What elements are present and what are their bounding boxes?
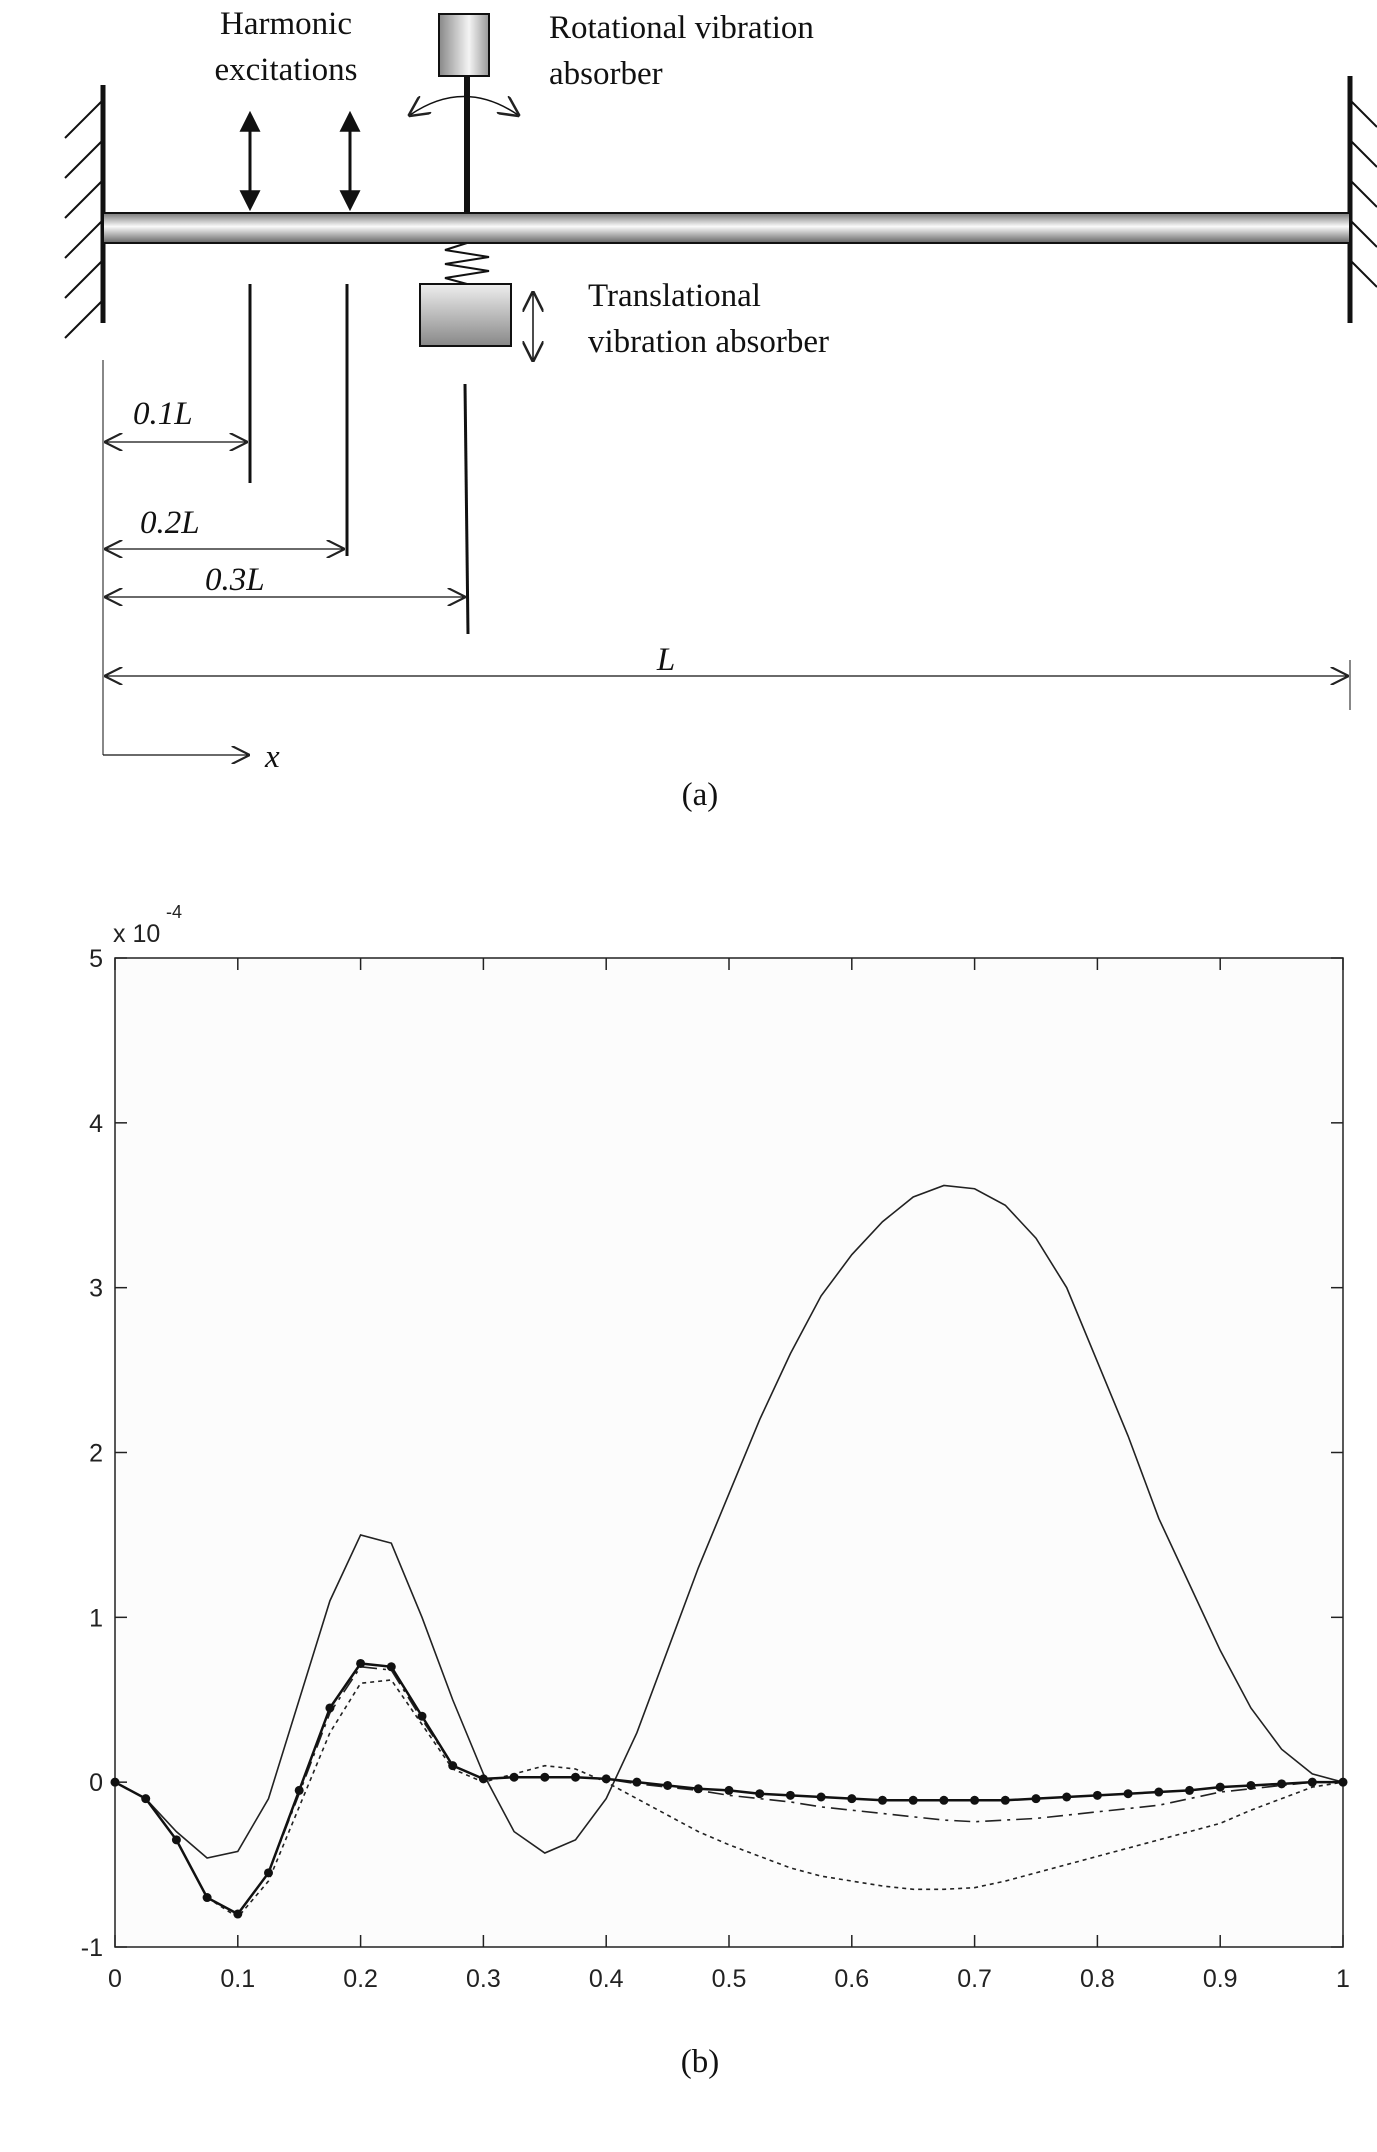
- caption: (a): [682, 777, 719, 813]
- series-marker: [233, 1909, 243, 1919]
- axis-label: x: [264, 739, 280, 775]
- rotational-mass: [438, 13, 490, 77]
- label: absorber: [549, 56, 663, 92]
- spring: [444, 242, 490, 285]
- series-marker: [970, 1795, 980, 1805]
- series-marker: [110, 1777, 120, 1787]
- beam: [102, 212, 1351, 244]
- right-hatch: [1349, 99, 1377, 288]
- left-hatch: [64, 99, 104, 339]
- series-marker: [417, 1711, 427, 1721]
- x-tick-label: 0.3: [466, 1965, 501, 1993]
- series-marker: [1338, 1777, 1348, 1787]
- series-marker: [478, 1774, 488, 1784]
- dimension-label: 0.1L: [133, 396, 193, 432]
- y-tick-label: -1: [81, 1934, 103, 1962]
- series-marker: [1031, 1794, 1041, 1804]
- series-marker: [509, 1772, 519, 1782]
- series-marker: [540, 1772, 550, 1782]
- series-marker: [325, 1703, 335, 1713]
- series-marker: [755, 1789, 765, 1799]
- caption: (b): [681, 2044, 719, 2080]
- x-tick-label: 0.6: [834, 1965, 869, 1993]
- series-marker: [663, 1780, 673, 1790]
- series-marker: [448, 1761, 458, 1771]
- x-tick-label: 1: [1336, 1965, 1350, 1993]
- dimension-label: 0.3L: [205, 562, 265, 598]
- series-line: [114, 1665, 1343, 1916]
- label: Translational: [588, 278, 761, 314]
- y-multiplier-exponent: -4: [166, 902, 182, 922]
- series-marker: [1185, 1785, 1194, 1795]
- label: Rotational vibration: [549, 10, 814, 46]
- y-tick-label: 3: [89, 1275, 103, 1303]
- dimension-label: 0.2L: [140, 505, 200, 541]
- y-tick-label: 1: [89, 1604, 103, 1632]
- y-tick-label: 5: [89, 945, 103, 973]
- series-marker: [356, 1658, 366, 1668]
- x-tick-label: 0.4: [589, 1965, 624, 1993]
- x-tick-label: 0.1: [220, 1965, 255, 1993]
- series-marker: [939, 1795, 949, 1805]
- series-marker: [202, 1893, 212, 1903]
- series-marker: [878, 1795, 887, 1805]
- label: vibration absorber: [588, 324, 829, 360]
- series-marker: [1246, 1780, 1256, 1790]
- x-tick-label: 0.5: [712, 1965, 747, 1993]
- series-marker: [1307, 1777, 1317, 1787]
- series-marker: [601, 1774, 611, 1784]
- diagram-labels: Harmonic excitations Rotational vibratio…: [133, 6, 829, 813]
- y-tick-label: 4: [89, 1110, 103, 1138]
- x-tick-label: 0.8: [1080, 1965, 1115, 1993]
- series-marker: [1123, 1789, 1133, 1799]
- x-tick-label: 0.2: [343, 1965, 378, 1993]
- series-marker: [171, 1835, 181, 1845]
- series-marker: [816, 1792, 826, 1802]
- series-line: [114, 1184, 1344, 1859]
- label: excitations: [215, 52, 358, 88]
- y-multiplier: x 10: [113, 920, 160, 948]
- series-marker: [264, 1868, 273, 1878]
- series-marker: [1062, 1792, 1072, 1802]
- series-marker: [141, 1794, 151, 1804]
- series-line: [114, 1679, 1344, 1919]
- plot-area: [114, 957, 1344, 1948]
- translational-mass: [419, 283, 512, 347]
- y-tick-label: 0: [89, 1769, 103, 1797]
- position-line: [463, 383, 470, 635]
- series-marker: [571, 1772, 580, 1782]
- series-marker: [1215, 1782, 1225, 1792]
- series-marker: [785, 1790, 795, 1800]
- x-tick-label: 0: [108, 1965, 122, 1993]
- x-tick-label: 0.9: [1203, 1965, 1238, 1993]
- label: Harmonic: [220, 6, 352, 42]
- series-marker: [693, 1784, 703, 1794]
- series-marker: [908, 1795, 918, 1805]
- series-marker: [847, 1794, 857, 1804]
- y-tick-label: 2: [89, 1440, 103, 1468]
- series-marker: [724, 1785, 734, 1795]
- series-marker: [1092, 1790, 1102, 1800]
- series-marker: [386, 1662, 396, 1672]
- series-marker: [1154, 1787, 1164, 1797]
- series-marker: [632, 1777, 642, 1787]
- rotation-arrow: [410, 97, 518, 116]
- diagram: [64, 13, 1377, 755]
- series-marker: [1000, 1795, 1010, 1805]
- x-tick-label: 0.7: [957, 1965, 992, 1993]
- dimension-label: L: [656, 642, 675, 678]
- series-marker: [1277, 1779, 1287, 1789]
- series-marker: [294, 1785, 304, 1795]
